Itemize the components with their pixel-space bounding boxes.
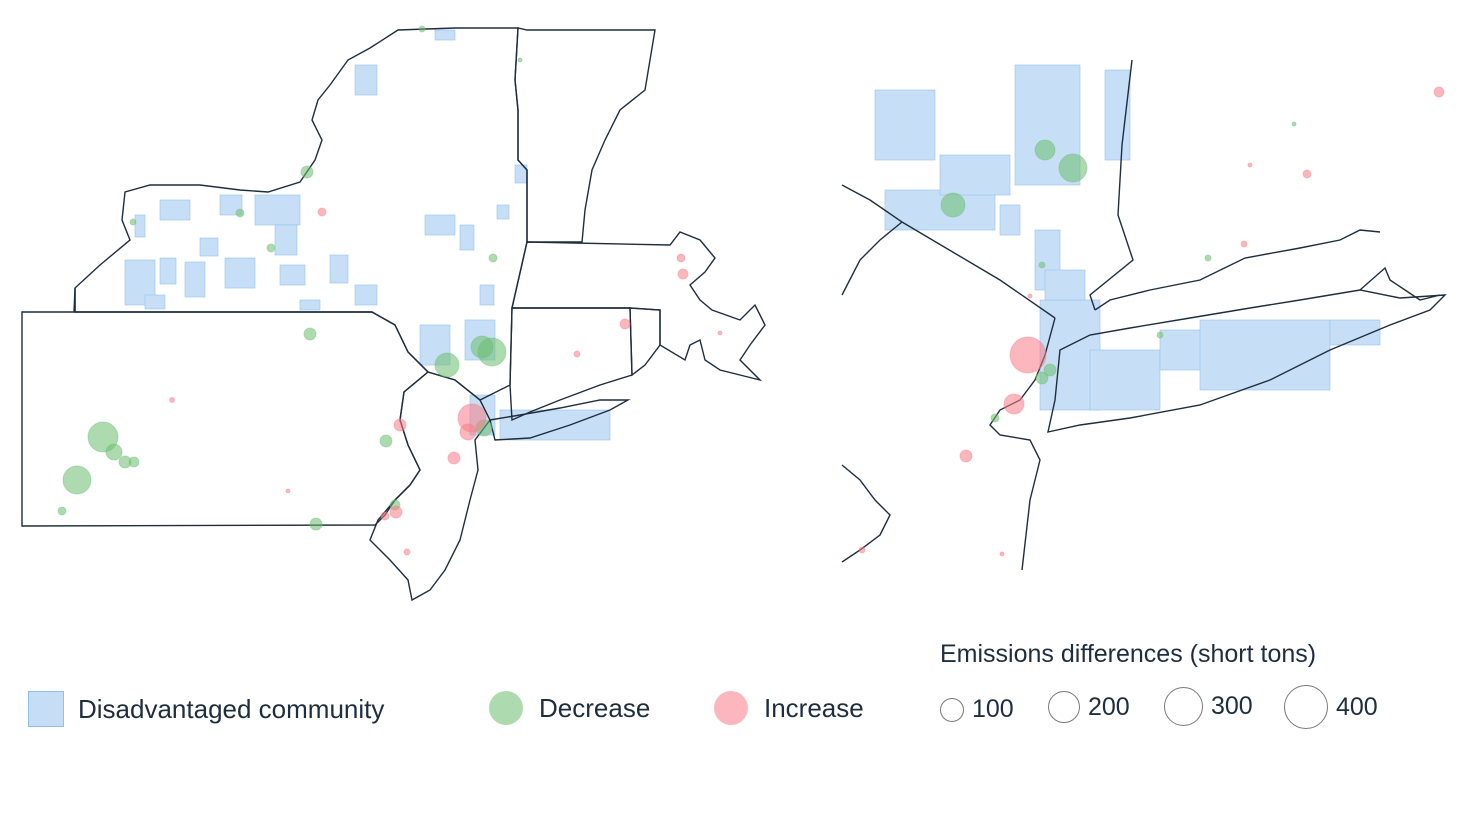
- inset-delaware-river: [841, 221, 903, 296]
- inset-north-fork: [1359, 266, 1441, 301]
- state-massachusetts: [511, 231, 766, 382]
- legend-dac-label: Disadvantaged community: [78, 693, 385, 724]
- size-label-400: 400: [1336, 692, 1378, 721]
- legend: Disadvantaged community Decrease Increas…: [0, 640, 1480, 760]
- increase-points-regional: [169, 207, 723, 556]
- dac-areas: [124, 29, 611, 441]
- decrease-swatch: [489, 691, 523, 725]
- legend-dac: Disadvantaged community: [28, 691, 384, 727]
- decrease-points-inset: [940, 121, 1297, 423]
- legend-increase: Increase: [714, 691, 864, 725]
- size-legend-400: 400: [1284, 685, 1378, 729]
- state-new-york: [74, 27, 528, 401]
- inset-delaware-river-south: [841, 464, 891, 563]
- inset-long-island: [1047, 289, 1447, 433]
- inset-ny-ct-border: [1089, 59, 1134, 311]
- legend-decrease: Decrease: [489, 691, 650, 725]
- size-legend-100: 100: [940, 695, 1014, 724]
- state-connecticut: [509, 307, 633, 422]
- size-legend-200: 200: [1048, 691, 1130, 723]
- nyc-inset-map: [841, 59, 1447, 571]
- map-area: [21, 25, 1447, 602]
- size-legend-title: Emissions differences (short tons): [940, 640, 1317, 668]
- size-circle-400: [1284, 685, 1328, 729]
- dac-swatch: [28, 691, 64, 727]
- dac-areas-inset: [874, 64, 1381, 411]
- inset-hudson-shore: [989, 317, 1056, 571]
- inset-ct-shore: [1094, 229, 1381, 311]
- legend-increase-label: Increase: [764, 692, 864, 723]
- legend-decrease-label: Decrease: [539, 692, 651, 723]
- size-circle-300: [1164, 687, 1203, 726]
- size-circle-100: [940, 697, 964, 722]
- size-label-200: 200: [1088, 692, 1130, 721]
- size-label-300: 300: [1211, 692, 1253, 720]
- long-island: [489, 399, 631, 441]
- size-label-100: 100: [972, 695, 1014, 723]
- state-rhode-island: [629, 307, 661, 377]
- state-vermont: [514, 27, 656, 243]
- decrease-points-regional: [57, 25, 523, 531]
- size-circle-200: [1048, 691, 1080, 723]
- increase-swatch: [714, 691, 748, 725]
- size-legend-300: 300: [1164, 687, 1253, 726]
- increase-points-inset: [858, 86, 1445, 557]
